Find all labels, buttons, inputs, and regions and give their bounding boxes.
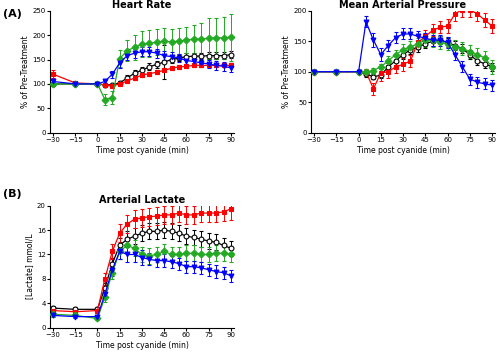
Y-axis label: % of Pre-Treatment: % of Pre-Treatment (282, 35, 290, 108)
Title: Heart Rate: Heart Rate (112, 0, 172, 10)
Y-axis label: % of Pre-Treatment: % of Pre-Treatment (20, 35, 30, 108)
X-axis label: Time post cyanide (min): Time post cyanide (min) (356, 145, 450, 154)
Title: Arterial Lactate: Arterial Lactate (99, 195, 185, 205)
X-axis label: Time post cyanide (min): Time post cyanide (min) (96, 341, 188, 350)
Y-axis label: [Lactate] mmol/L: [Lactate] mmol/L (25, 234, 34, 300)
Title: Mean Arterial Pressure: Mean Arterial Pressure (340, 0, 466, 10)
Text: (B): (B) (2, 189, 21, 199)
X-axis label: Time post cyanide (min): Time post cyanide (min) (96, 145, 188, 154)
Text: (A): (A) (2, 9, 22, 19)
